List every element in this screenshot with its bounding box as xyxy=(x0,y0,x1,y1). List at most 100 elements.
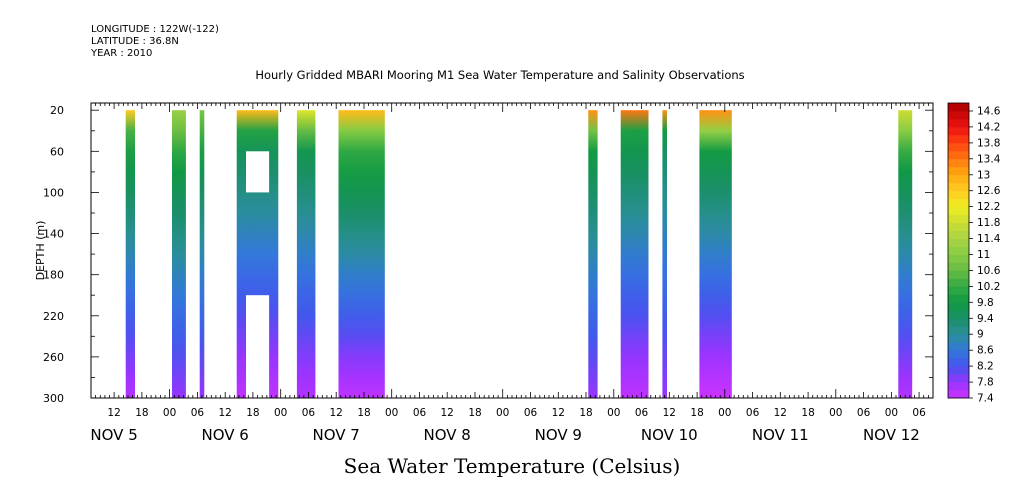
year-label: YEAR : 2010 xyxy=(91,48,153,59)
colorbar-segment xyxy=(948,190,969,200)
x-tick-label: 18 xyxy=(468,407,481,419)
x-tick-label: 18 xyxy=(135,407,148,419)
x-day-label: NOV 6 xyxy=(202,426,249,444)
x-tick-label: 18 xyxy=(579,407,592,419)
data-column xyxy=(125,110,135,398)
x-tick-label: 18 xyxy=(246,407,259,419)
x-tick-label: 12 xyxy=(774,407,787,419)
colorbar-segment xyxy=(948,126,969,136)
colorbar-segment xyxy=(948,103,969,112)
colorbar-segment xyxy=(948,150,969,160)
data-column xyxy=(699,110,732,398)
colorbar-segment xyxy=(948,246,969,255)
y-tick-label: 180 xyxy=(43,269,64,282)
colorbar-segment xyxy=(948,286,969,295)
data-column xyxy=(620,110,649,398)
colorbar-segment xyxy=(948,326,969,335)
x-tick-label: 00 xyxy=(829,407,842,419)
x-day-label: NOV 8 xyxy=(424,426,471,444)
colorbar-segment xyxy=(948,222,969,231)
x-tick-label: 12 xyxy=(552,407,565,419)
chart-title: Hourly Gridded MBARI Mooring M1 Sea Wate… xyxy=(255,68,745,82)
colorbar-tick-label: 11 xyxy=(977,249,990,261)
colorbar-tick-label: 11.8 xyxy=(977,217,1000,229)
colorbar-segment xyxy=(948,174,969,184)
y-tick-label: 220 xyxy=(43,310,64,323)
x-tick-label: 00 xyxy=(496,407,509,419)
x-tick-label: 06 xyxy=(191,407,205,419)
colorbar-segment xyxy=(948,350,969,359)
data-column xyxy=(338,110,385,398)
colorbar-segment xyxy=(948,262,969,271)
colorbar-segment xyxy=(948,334,969,343)
colorbar-tick-label: 9 xyxy=(977,329,984,341)
colorbar-tick-label: 12.6 xyxy=(977,185,1001,197)
x-tick-label: 00 xyxy=(274,407,287,419)
colorbar-segment xyxy=(948,206,969,216)
colorbar-segment xyxy=(948,366,969,375)
colorbar-tick-label: 9.4 xyxy=(977,313,994,325)
data-column xyxy=(662,110,667,398)
colorbar-segment xyxy=(948,294,969,303)
x-tick-label: 12 xyxy=(663,407,676,419)
colorbar-tick-label: 12.2 xyxy=(977,201,1000,213)
colorbar-tick-label: 14.6 xyxy=(977,106,1001,118)
data-column xyxy=(296,110,316,398)
colorbar-segment xyxy=(948,142,969,152)
x-tick-label: 18 xyxy=(801,407,814,419)
colorbar-segment xyxy=(948,166,969,176)
colorbar-segment xyxy=(948,182,969,192)
colorbar-segment xyxy=(948,374,969,383)
colorbar-segment xyxy=(948,342,969,351)
colorbar-segment xyxy=(948,278,969,287)
y-tick-label: 20 xyxy=(50,104,64,117)
colorbar-tick-label: 14.2 xyxy=(977,121,1000,133)
x-day-label: NOV 7 xyxy=(313,426,360,444)
colorbar-tick-label: 11.4 xyxy=(977,233,1001,245)
missing-data-patch xyxy=(246,151,270,193)
colorbar-segment xyxy=(948,318,969,327)
plot-frame xyxy=(90,102,934,399)
x-day-label: NOV 9 xyxy=(535,426,582,444)
colorbar-tick-label: 7.4 xyxy=(977,393,994,405)
colorbar-tick-label: 10.6 xyxy=(977,265,1001,277)
x-tick-label: 06 xyxy=(302,407,316,419)
colorbar-segment xyxy=(948,158,969,168)
x-tick-label: 06 xyxy=(746,407,760,419)
x-tick-label: 00 xyxy=(163,407,176,419)
x-tick-label: 00 xyxy=(718,407,731,419)
colorbar-tick-label: 13.8 xyxy=(977,137,1000,149)
x-tick-label: 18 xyxy=(357,407,370,419)
colorbar-tick-label: 9.8 xyxy=(977,297,994,309)
data-column xyxy=(588,110,598,398)
colorbar-segment xyxy=(948,238,969,247)
colorbar-segment xyxy=(948,198,969,208)
colorbar-segment xyxy=(948,110,969,120)
y-tick-label: 300 xyxy=(43,392,64,405)
y-tick-label: 60 xyxy=(50,145,64,158)
y-axis-title: DEPTH (m) xyxy=(34,221,47,281)
y-tick-label: 260 xyxy=(43,351,64,364)
colorbar-tick-label: 13 xyxy=(977,169,990,181)
x-tick-label: 06 xyxy=(857,407,871,419)
data-column xyxy=(898,110,913,398)
colorbar-tick-label: 7.8 xyxy=(977,377,994,389)
colorbar-segment xyxy=(948,118,969,128)
x-day-label: NOV 10 xyxy=(641,426,698,444)
colorbar-tick-label: 8.2 xyxy=(977,361,994,373)
data-column xyxy=(172,110,186,398)
colorbar-segment xyxy=(948,382,969,391)
missing-data-patch xyxy=(246,295,270,398)
x-tick-label: 12 xyxy=(441,407,454,419)
x-tick-label: 06 xyxy=(413,407,427,419)
x-tick-label: 18 xyxy=(690,407,703,419)
colorbar-frame xyxy=(947,102,970,399)
y-tick-label: 100 xyxy=(43,186,64,199)
x-tick-label: 06 xyxy=(635,407,649,419)
x-tick-label: 12 xyxy=(107,407,120,419)
x-tick-label: 06 xyxy=(524,407,538,419)
colorbar-segment xyxy=(948,270,969,279)
x-tick-label: 00 xyxy=(885,407,898,419)
